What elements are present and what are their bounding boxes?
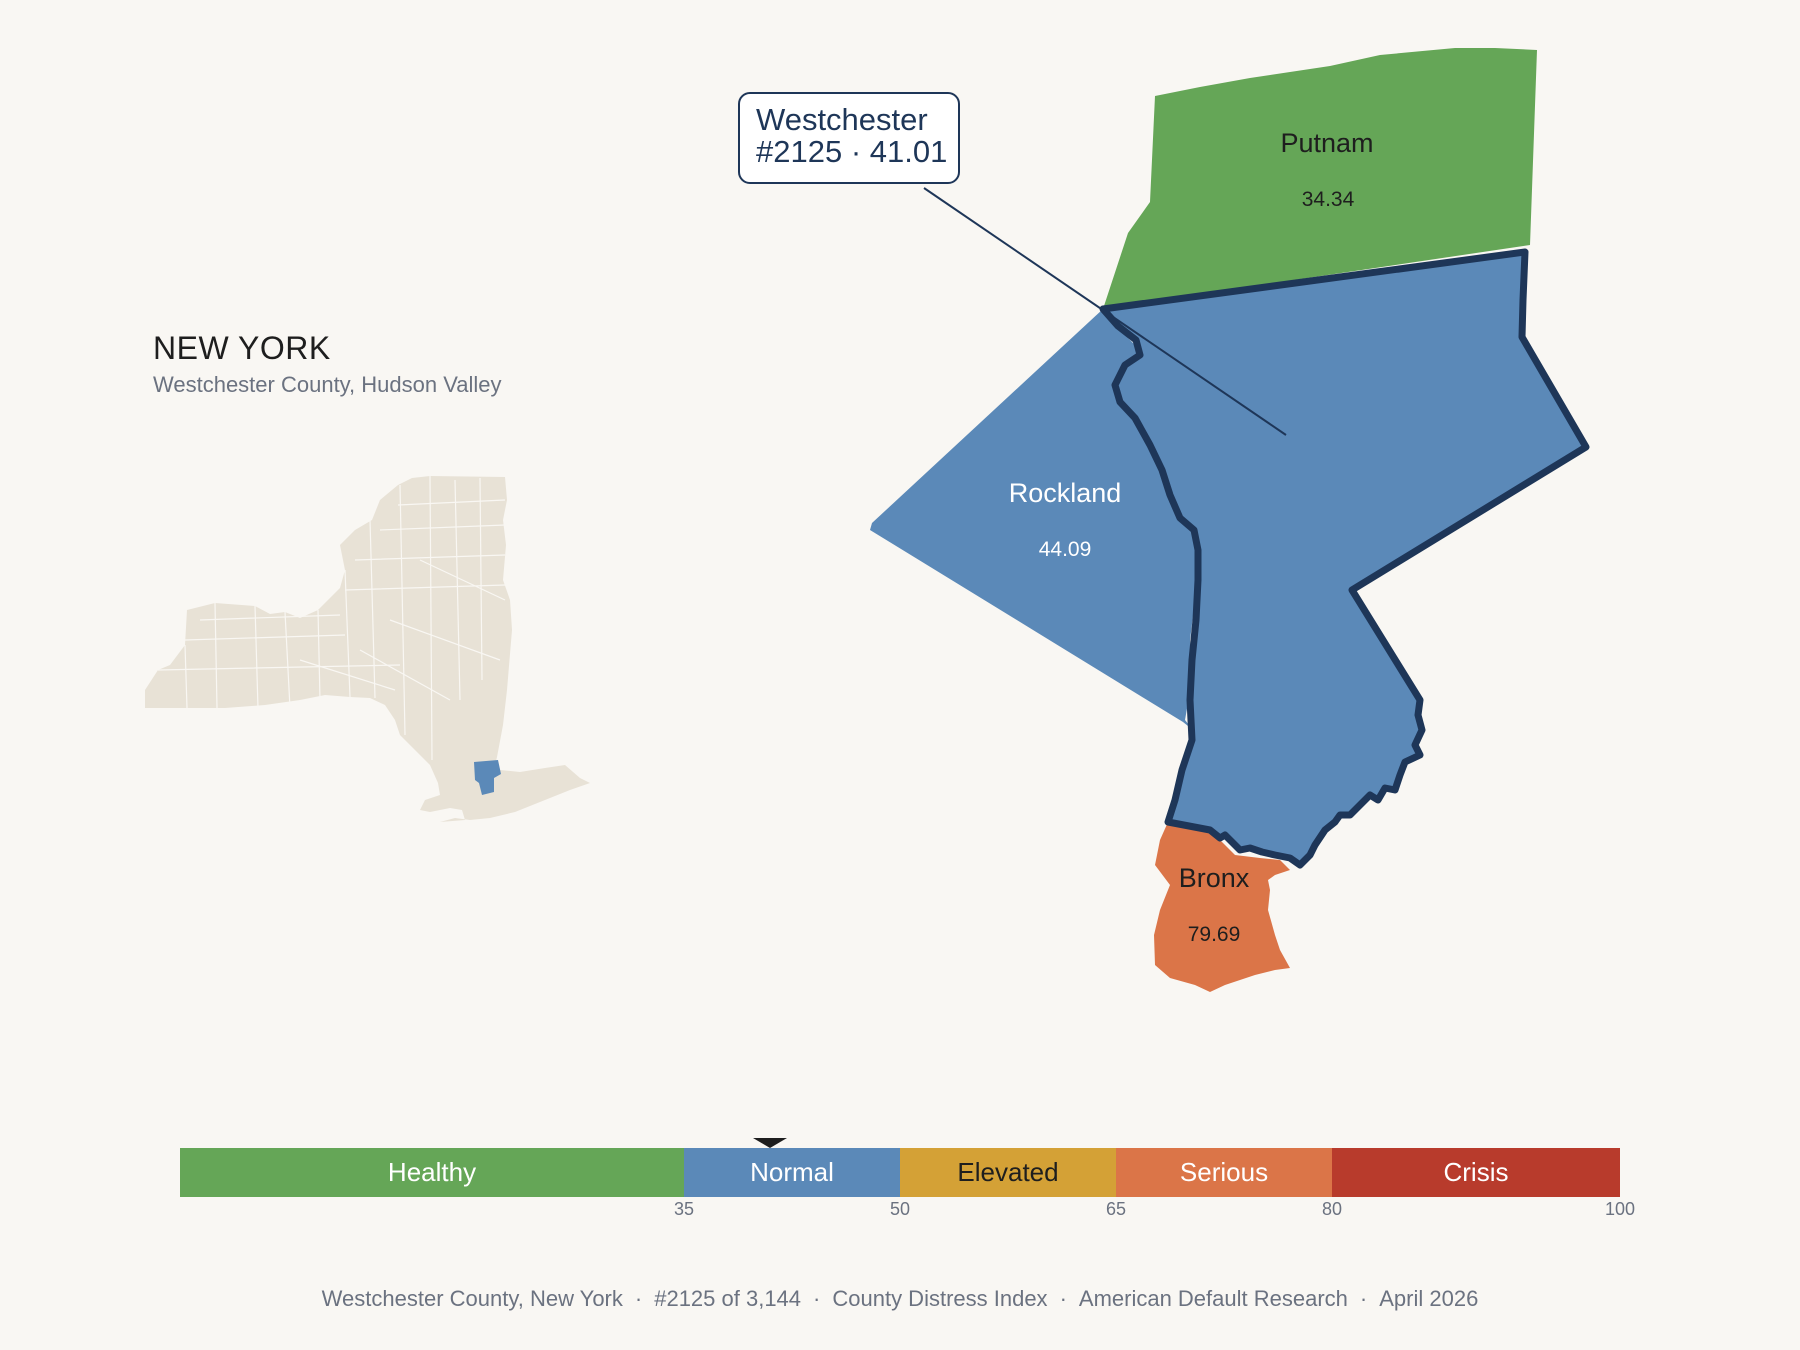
inset-county-lines xyxy=(157,475,506,761)
legend-bar: Healthy Normal Elevated Serious Crisis xyxy=(180,1148,1620,1197)
legend-segment-elevated: Elevated xyxy=(900,1148,1116,1197)
callout-county-name: Westchester xyxy=(756,102,928,137)
callout-rank-value: #2125 · 41.01 xyxy=(756,134,948,169)
footer-date: April 2026 xyxy=(1379,1286,1479,1311)
legend-segment-healthy: Healthy xyxy=(180,1148,684,1197)
legend-tick: 100 xyxy=(1604,1199,1636,1219)
footer-county: Westchester County, New York xyxy=(321,1286,623,1311)
county-label-rockland: Rockland xyxy=(1009,478,1122,508)
county-putnam[interactable] xyxy=(1103,48,1537,309)
inset-state-map xyxy=(145,475,590,822)
legend-segment-crisis: Crisis xyxy=(1332,1148,1620,1197)
county-label-bronx: Bronx xyxy=(1179,863,1250,893)
state-title: NEW YORK xyxy=(153,330,331,366)
county-rockland[interactable] xyxy=(870,309,1198,730)
county-value-putnam: 34.34 xyxy=(1302,188,1355,211)
inset-ny-state-shape xyxy=(145,476,590,822)
footer: Westchester County, New York · #2125 of 3,… xyxy=(0,1286,1800,1312)
county-label-putnam: Putnam xyxy=(1280,128,1373,158)
legend-value-marker xyxy=(753,1138,787,1148)
footer-rank: #2125 of 3,144 xyxy=(654,1286,802,1311)
legend-tick: 65 xyxy=(1105,1199,1127,1219)
county-value-bronx: 79.69 xyxy=(1188,923,1241,946)
legend-segment-serious: Serious xyxy=(1116,1148,1332,1197)
legend-tick: 80 xyxy=(1321,1199,1343,1219)
legend-tick: 50 xyxy=(889,1199,911,1219)
footer-separator: · xyxy=(1359,1286,1368,1311)
footer-separator: · xyxy=(634,1286,643,1311)
callout-leader-line xyxy=(923,187,1287,436)
county-westchester[interactable] xyxy=(1099,248,1590,869)
selected-county-callout: Westchester #2125 · 41.01 xyxy=(738,92,960,184)
main-county-map xyxy=(870,48,1590,992)
inset-highlighted-county xyxy=(474,760,501,795)
footer-source: American Default Research xyxy=(1078,1286,1348,1311)
state-subtitle: Westchester County, Hudson Valley xyxy=(153,372,502,397)
legend-tick: 35 xyxy=(673,1199,695,1219)
county-bronx[interactable] xyxy=(1154,822,1290,992)
footer-separator: · xyxy=(1059,1286,1067,1311)
footer-separator: · xyxy=(813,1286,821,1311)
footer-index-name: County Distress Index xyxy=(832,1286,1048,1311)
county-value-rockland: 44.09 xyxy=(1039,538,1092,561)
legend-segment-normal: Normal xyxy=(684,1148,900,1197)
